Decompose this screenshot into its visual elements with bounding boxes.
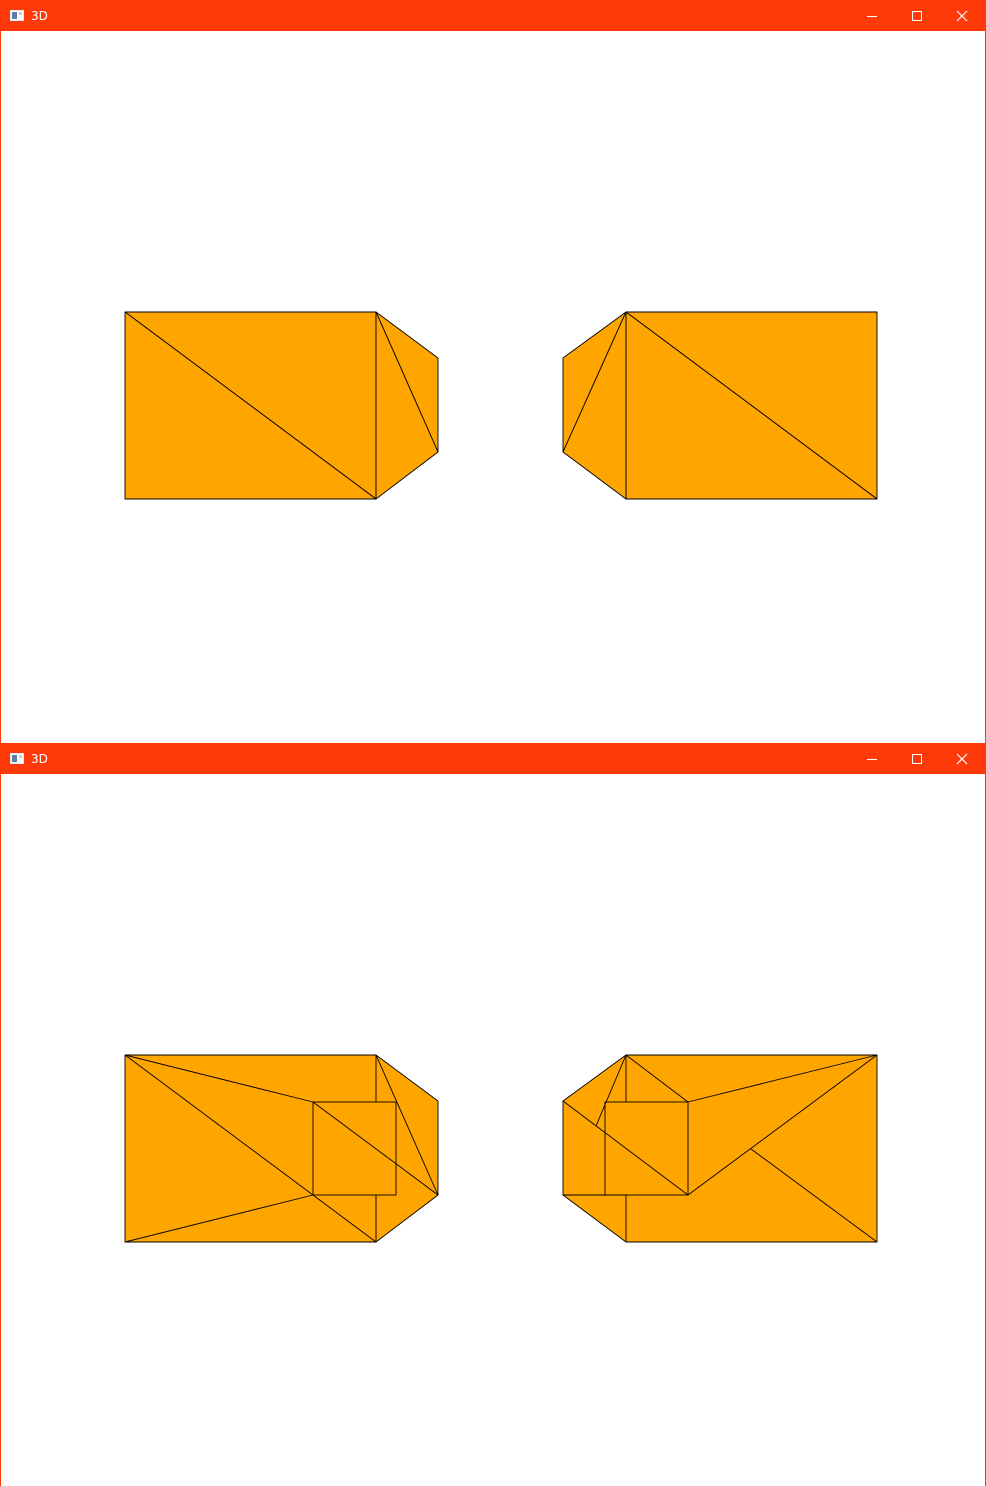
window-1: 3D — [0, 0, 986, 743]
window-title: 3D — [31, 752, 48, 766]
window-app-icon[interactable] — [10, 753, 24, 764]
mesh-right-edges — [562, 1054, 878, 1243]
close-button[interactable] — [939, 744, 985, 774]
mesh-left-triangle — [375, 311, 439, 500]
close-icon — [956, 10, 968, 22]
mesh-left-edges — [124, 1054, 439, 1243]
maximize-button[interactable] — [894, 744, 940, 774]
mesh-right-triangle — [562, 311, 627, 500]
maximize-icon — [912, 11, 922, 21]
title-bar[interactable]: 3D — [1, 1, 985, 31]
window-app-icon[interactable] — [10, 10, 24, 21]
mesh-left-triangle — [124, 311, 377, 500]
minimize-button[interactable] — [849, 744, 895, 774]
window-2: 3D — [0, 743, 986, 1486]
minimize-icon — [867, 16, 877, 17]
minimize-button[interactable] — [849, 1, 895, 31]
close-icon — [956, 753, 968, 765]
maximize-button[interactable] — [894, 1, 940, 31]
title-bar[interactable]: 3D — [1, 744, 985, 774]
maximize-icon — [912, 754, 922, 764]
scene-drawing — [124, 311, 878, 500]
render-canvas[interactable] — [1, 31, 985, 743]
mesh-right-outline — [562, 1054, 878, 1243]
close-button[interactable] — [939, 1, 985, 31]
window-title: 3D — [31, 9, 48, 23]
mesh-left-outline — [124, 1054, 439, 1243]
minimize-icon — [867, 759, 877, 760]
render-canvas[interactable] — [1, 774, 985, 1486]
scene-drawing — [124, 1054, 878, 1243]
